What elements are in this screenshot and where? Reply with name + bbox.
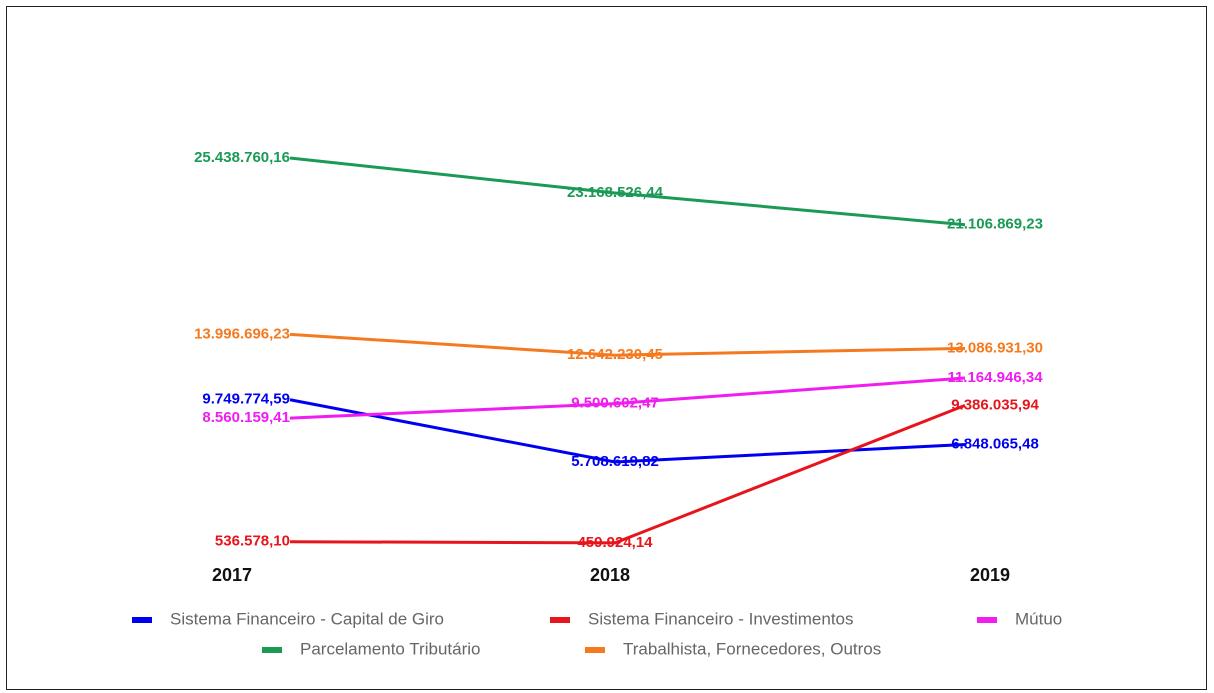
data-label: 23.168.526,44 <box>567 184 664 201</box>
data-label: 21.106.869,23 <box>947 216 1043 233</box>
data-label: 9.386.035,94 <box>951 396 1039 413</box>
data-label: 12.642.230,45 <box>567 346 663 363</box>
data-label: 13.996.696,23 <box>194 325 290 342</box>
data-label: 459.924,14 <box>577 534 653 551</box>
data-label: 25.438.760,16 <box>194 149 290 166</box>
legend-swatch <box>585 647 605 653</box>
line <box>289 332 966 357</box>
legend-label: Trabalhista, Fornecedores, Outros <box>623 639 881 658</box>
legend-label: Sistema Financeiro - Investimentos <box>588 609 854 628</box>
line <box>289 156 966 227</box>
legend-swatch <box>262 647 282 653</box>
legend-swatch <box>977 617 997 623</box>
x-tick-label: 2017 <box>212 565 252 585</box>
legend-label: Parcelamento Tributário <box>300 639 480 658</box>
frame <box>6 6 1207 690</box>
legend-swatch <box>132 617 152 623</box>
data-label: 536.578,10 <box>215 533 290 550</box>
legend-swatch <box>550 617 570 623</box>
x-tick-label: 2019 <box>970 565 1010 585</box>
line <box>289 376 966 420</box>
data-label: 5.708.619,82 <box>571 453 659 470</box>
legend-label: Sistema Financeiro - Capital de Giro <box>170 609 444 628</box>
x-tick-label: 2018 <box>590 565 630 585</box>
data-label: 9.500.602,47 <box>571 395 659 412</box>
line <box>289 403 966 545</box>
legend-label: Mútuo <box>1015 609 1062 628</box>
data-label: 13.086.931,30 <box>947 339 1043 356</box>
data-label: 6.848.065,48 <box>951 435 1039 452</box>
data-label: 8.560.159,41 <box>202 409 290 426</box>
data-label: 9.749.774,59 <box>202 391 290 408</box>
data-label: 11.164.946,34 <box>947 369 1043 386</box>
